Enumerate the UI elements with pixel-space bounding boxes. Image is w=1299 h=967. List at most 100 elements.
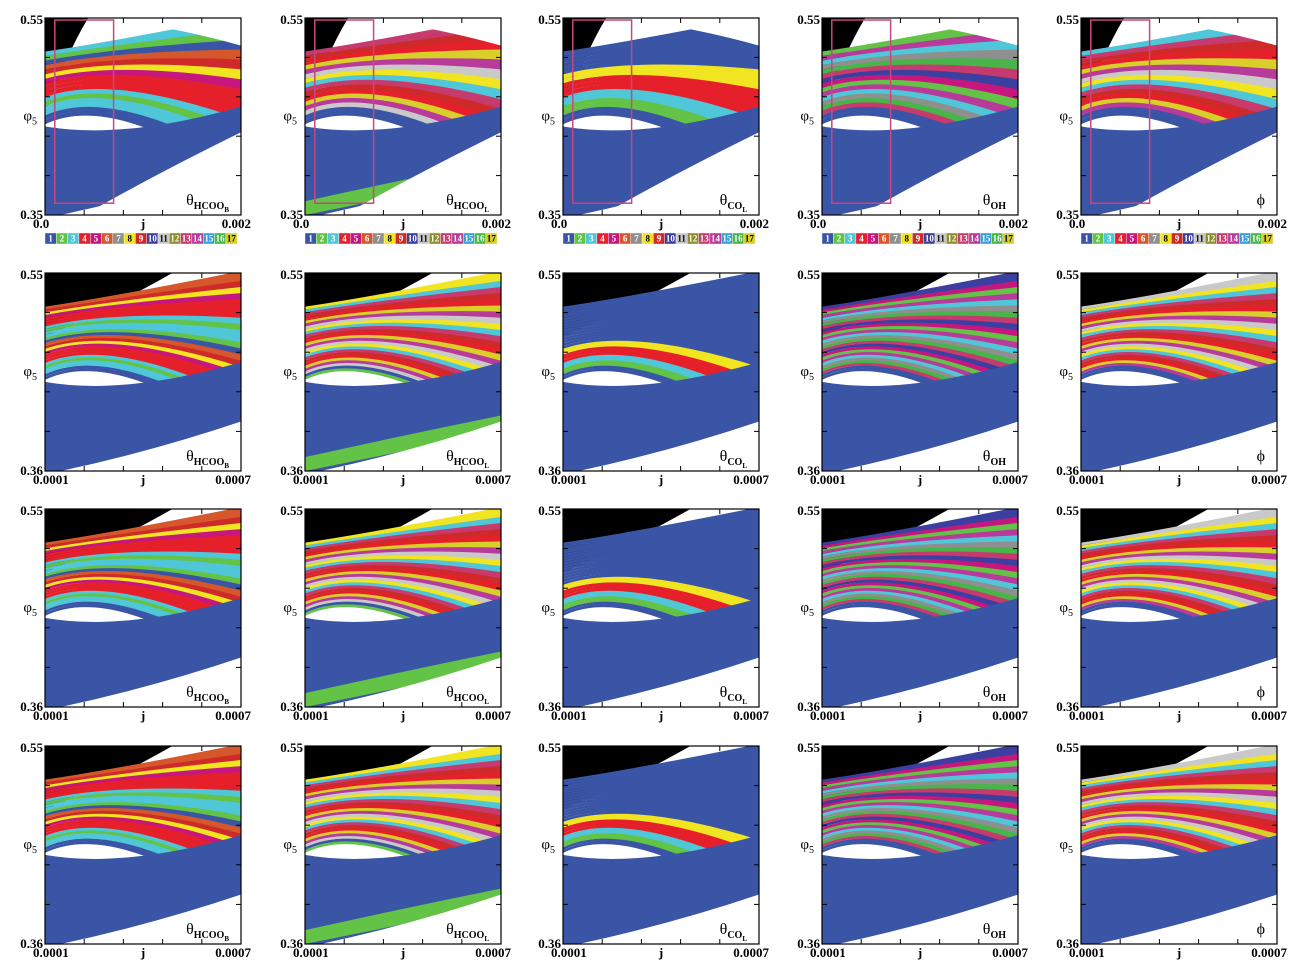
band — [1081, 63, 1277, 80]
y-axis-label: φ5 — [1059, 837, 1073, 856]
white-region — [822, 894, 1018, 944]
colorbar-label: 4 — [1118, 234, 1123, 244]
colorbar-label: 14 — [193, 234, 203, 244]
axes-frame — [44, 17, 242, 216]
white-region-bottom — [305, 132, 501, 215]
x-tick-label-right: 0.0007 — [992, 945, 1028, 960]
band — [305, 780, 501, 800]
band — [305, 841, 501, 908]
band — [563, 604, 759, 671]
band — [1081, 307, 1277, 327]
colorbar-label: 3 — [1107, 234, 1112, 244]
band — [305, 810, 501, 841]
band — [822, 794, 1018, 810]
band — [45, 816, 241, 853]
x-tick-label-right: 0.0007 — [215, 945, 251, 960]
band — [1081, 573, 1277, 604]
x-axis-label: j — [400, 216, 405, 231]
panel-label: ϕ — [1257, 684, 1265, 701]
white-region-top — [354, 18, 501, 46]
colorbar-label: 3 — [331, 234, 336, 244]
band — [563, 794, 759, 810]
x-axis-label: j — [917, 945, 922, 960]
colorbar-label: 13 — [442, 234, 452, 244]
band — [822, 780, 1018, 800]
band — [45, 576, 241, 610]
band — [563, 368, 759, 435]
band — [563, 576, 759, 610]
white-region-bottom — [1081, 132, 1277, 215]
band — [305, 557, 501, 573]
band — [45, 570, 241, 597]
axes-frame — [1080, 745, 1278, 945]
band — [305, 598, 501, 659]
colorbar-label: 8 — [387, 234, 392, 244]
y-tick-label-top: 0.55 — [538, 267, 561, 282]
x-axis-label: j — [140, 216, 145, 231]
colorbar-swatch — [1002, 232, 1015, 245]
band — [45, 313, 241, 330]
band — [822, 334, 1018, 361]
colorbar-label: 3 — [71, 234, 76, 244]
band — [563, 88, 759, 130]
x-tick-label-right: 0.0007 — [475, 945, 511, 960]
colorbar-label: 16 — [734, 234, 744, 244]
band — [305, 576, 501, 610]
band — [563, 301, 759, 324]
colorbar-label: 6 — [365, 234, 370, 244]
band — [563, 813, 759, 847]
band — [305, 88, 501, 130]
zoom-box — [314, 19, 375, 204]
band — [45, 63, 241, 80]
colorbar-label: 5 — [354, 234, 359, 244]
axes-frame — [562, 17, 760, 216]
colorbar-label: 2 — [320, 234, 325, 244]
axes-frame — [1080, 508, 1278, 708]
x-tick-label-left: 0.0 — [810, 216, 826, 231]
band — [1081, 88, 1277, 130]
axes-frame — [562, 272, 760, 472]
x-axis-label: j — [1176, 945, 1181, 960]
band — [305, 816, 501, 853]
colorbar-label: 16 — [216, 234, 226, 244]
x-tick-label-right: 0.0007 — [992, 472, 1028, 487]
band — [45, 93, 241, 140]
white-region-top — [1130, 18, 1277, 46]
white-region — [45, 657, 241, 707]
band — [305, 746, 501, 783]
band — [1081, 543, 1277, 563]
axes-frame — [821, 508, 1019, 708]
band — [45, 581, 241, 622]
x-tick-label-right: 0.0007 — [1251, 472, 1287, 487]
axes-frame — [1080, 272, 1278, 472]
x-tick-label-right: 0.002 — [999, 216, 1028, 231]
x-tick-label-right: 0.002 — [1258, 216, 1287, 231]
band — [822, 295, 1018, 321]
colorbar-label: 9 — [657, 234, 662, 244]
y-tick-label-bottom: 0.35 — [797, 207, 820, 222]
x-axis-label: j — [658, 708, 663, 723]
band — [822, 543, 1018, 563]
band — [1081, 598, 1277, 659]
band — [1081, 362, 1277, 423]
axes-frame — [821, 272, 1019, 472]
band — [822, 68, 1018, 90]
band — [563, 307, 759, 327]
colorbar-label: 8 — [1163, 234, 1168, 244]
band — [563, 557, 759, 573]
band — [45, 838, 241, 902]
colorbar-label: 15 — [981, 234, 991, 244]
band — [45, 543, 241, 563]
band — [822, 35, 1018, 66]
band — [45, 273, 241, 310]
y-axis-label: φ5 — [800, 109, 814, 128]
colorbar-label: 9 — [1175, 234, 1180, 244]
y-axis-label: φ5 — [541, 837, 555, 856]
colorbar-label: 4 — [82, 234, 87, 244]
band — [305, 45, 501, 70]
band — [822, 841, 1018, 908]
x-tick-label-left: 0.0001 — [1069, 472, 1105, 487]
